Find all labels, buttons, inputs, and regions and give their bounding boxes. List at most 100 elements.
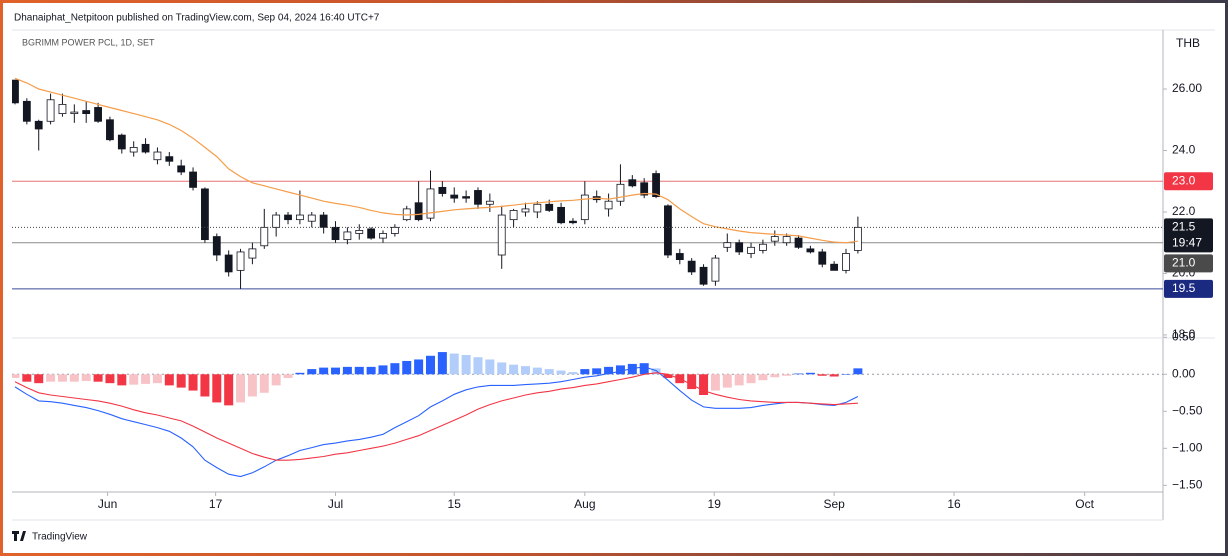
panel [3, 3, 1225, 553]
candle-body [462, 196, 471, 199]
histogram-bar [556, 370, 566, 375]
candle-body [379, 233, 387, 239]
candle-body [699, 266, 708, 285]
candle-body [474, 190, 482, 205]
histogram-bar [93, 374, 103, 382]
histogram-bar [817, 374, 827, 376]
candle-body [580, 194, 589, 221]
histogram-bar [319, 367, 329, 375]
histogram-bar [342, 366, 352, 375]
histogram-bar [520, 366, 530, 375]
histogram-bar [592, 368, 602, 375]
candle-body [295, 214, 304, 221]
histogram-bar [176, 374, 186, 388]
header: Dhanaiphat_Netpitoon published on Tradin… [14, 13, 380, 24]
candle-body [853, 226, 862, 251]
candle-body [759, 243, 767, 251]
histogram-bar [81, 374, 91, 381]
x-tick-label: 16 [947, 497, 961, 511]
price-label: 21.0 [1172, 256, 1196, 270]
candle-body [153, 151, 162, 161]
histogram-bar [758, 374, 768, 381]
signal-line [14, 372, 858, 461]
histogram-bar [378, 365, 388, 375]
y-tick-label: 24.0 [1172, 143, 1196, 157]
histogram-bar [734, 374, 744, 386]
histogram-bar [414, 359, 424, 375]
x-tick-label: 19 [708, 497, 722, 511]
candle-body [272, 214, 281, 228]
histogram-bar [200, 374, 210, 397]
histogram-bar [782, 374, 792, 376]
candle-body [770, 236, 779, 242]
histogram-bar [473, 357, 483, 375]
candle-body [664, 205, 672, 256]
candle-body [260, 226, 269, 247]
histogram-bar [580, 369, 590, 375]
candle-body [711, 257, 720, 282]
candle-body [224, 254, 233, 273]
candle-body [177, 165, 186, 173]
histogram-bar [295, 372, 305, 375]
histogram-bar [544, 369, 554, 375]
histogram-bar [117, 374, 127, 386]
x-tick-label: Aug [574, 497, 595, 511]
candle-body [307, 214, 316, 222]
candle-body [248, 248, 257, 259]
candle-body [22, 100, 31, 122]
histogram-bar [188, 374, 198, 391]
histogram-bar [283, 374, 293, 378]
candle-body [355, 230, 364, 234]
y-tick-label: −1.00 [1172, 440, 1203, 454]
candle-body [533, 203, 542, 213]
candle-body [367, 228, 376, 239]
candle-body [497, 214, 506, 256]
candle-body [794, 237, 803, 248]
histogram-bar [509, 364, 519, 375]
candle-body [189, 171, 197, 188]
candle-body [640, 182, 649, 196]
histogram-bar [152, 374, 162, 384]
histogram-bar [12, 374, 20, 378]
candle-body [414, 202, 423, 221]
histogram-bar [615, 365, 625, 375]
candle-body [545, 203, 554, 211]
histogram-bar [829, 374, 839, 377]
histogram-bar [69, 374, 79, 382]
candle-body [284, 214, 292, 221]
histogram-bar [271, 374, 281, 386]
y-tick-label: 0.50 [1172, 329, 1196, 343]
histogram-bar [366, 366, 376, 375]
histogram-bar [651, 368, 661, 375]
histogram-bar [57, 374, 67, 382]
histogram-bar [627, 363, 637, 375]
histogram-bar [129, 374, 139, 385]
histogram-bar [390, 363, 400, 375]
candle-body [201, 188, 209, 241]
histogram-bar [770, 374, 780, 378]
histogram-bar [532, 367, 542, 375]
candle-body [390, 226, 399, 234]
histogram-bar [687, 374, 697, 390]
candle-body [616, 183, 625, 202]
price-label: 23.0 [1172, 173, 1196, 187]
histogram-bar [663, 374, 673, 378]
candle-body [509, 210, 518, 221]
candle-body [141, 143, 150, 153]
histogram-bar [236, 374, 246, 403]
price-label-box [1164, 279, 1213, 298]
histogram-bar [224, 374, 234, 406]
candle-body [723, 242, 732, 248]
histogram-bar [22, 374, 32, 382]
last-price-box [1164, 218, 1213, 253]
x-tick-label: Jun [98, 497, 117, 511]
histogram-bar [34, 374, 44, 384]
y-tick-label: −0.50 [1172, 403, 1203, 417]
histogram-bar [604, 366, 614, 375]
candle-body [12, 79, 19, 104]
histogram-bar [794, 373, 804, 375]
macd-line [14, 366, 859, 478]
histogram-bar [485, 359, 495, 375]
candle-body [117, 134, 126, 150]
candle-body [34, 120, 43, 130]
